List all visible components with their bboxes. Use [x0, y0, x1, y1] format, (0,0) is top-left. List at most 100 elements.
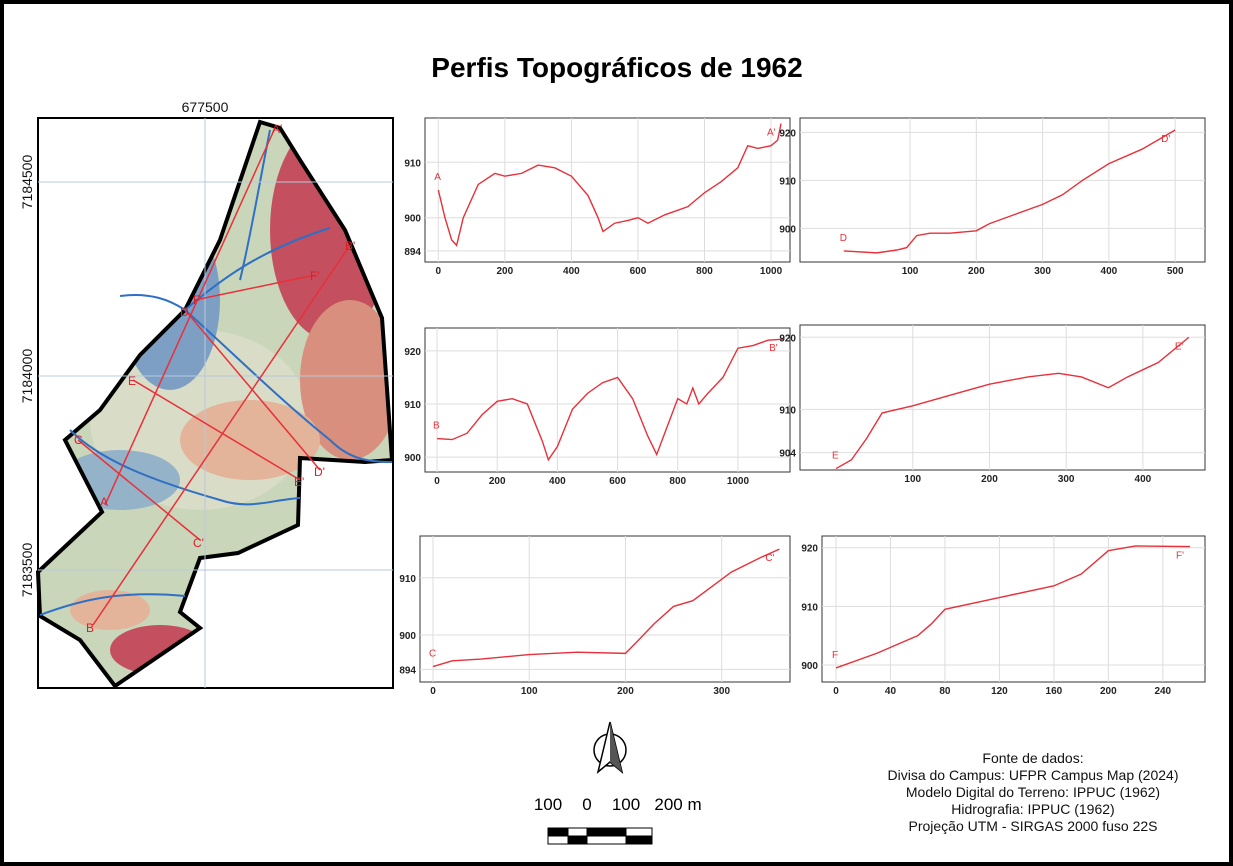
- map-label: E: [128, 374, 136, 388]
- title: Perfis Topográficos de 1962: [431, 52, 802, 83]
- x-tick-label: 100: [904, 474, 921, 485]
- profile-line: [835, 336, 1190, 470]
- annotation: F: [832, 650, 838, 661]
- annotation: E': [1175, 341, 1184, 352]
- chart-frame: [419, 535, 791, 683]
- chart-frame: [424, 327, 791, 473]
- chart-frame: [424, 117, 791, 263]
- x-tick-label: 300: [713, 686, 730, 697]
- source-line: Divisa do Campus: UFPR Campus Map (2024): [888, 767, 1179, 783]
- x-tick-label: 400: [1135, 474, 1152, 485]
- source-line: Fonte de dados:: [982, 750, 1083, 766]
- x-tick-label: 80: [939, 686, 951, 697]
- scale-label: 100: [612, 795, 640, 814]
- profile-lines: [77, 127, 351, 626]
- profile-line: [835, 545, 1191, 669]
- map-label: B': [345, 239, 355, 253]
- y-tick-label: 910: [779, 405, 796, 416]
- x-tick-label: 40: [885, 686, 897, 697]
- profile-line: [437, 123, 782, 247]
- y-tick-label: 920: [779, 128, 796, 139]
- map-label: F: [193, 293, 200, 307]
- y-tick-label: 910: [404, 400, 421, 411]
- map-label: F': [310, 269, 320, 283]
- source-line: Projeção UTM - SIRGAS 2000 fuso 22S: [909, 818, 1158, 834]
- x-tick-label: 160: [1046, 686, 1063, 697]
- y-tick-label: 910: [779, 176, 796, 187]
- x-tick-label: 800: [696, 266, 713, 277]
- map-label: E': [294, 475, 304, 489]
- map-label: D': [314, 465, 325, 479]
- scale-bar: [547, 827, 653, 845]
- y-tick-label: 904: [779, 449, 796, 460]
- y-tick-label: 920: [801, 544, 818, 555]
- annotation: A: [434, 172, 441, 183]
- chart-frame: [799, 324, 1206, 471]
- profile-line: [432, 548, 780, 668]
- x-tick-label: 600: [630, 266, 647, 277]
- x-tick-label: 600: [609, 476, 626, 487]
- y-tick-label: 910: [404, 158, 421, 169]
- x-tick-label: 240: [1154, 686, 1171, 697]
- annotation: D: [840, 233, 847, 244]
- north-arrow: [593, 721, 627, 775]
- x-tick-label: 100: [521, 686, 538, 697]
- y-tick-label: 910: [399, 574, 416, 585]
- annotation: C': [765, 553, 774, 564]
- annotation: A': [767, 128, 776, 139]
- map-grid: [38, 118, 393, 688]
- x-tick-label: 120: [991, 686, 1008, 697]
- annotation: C: [429, 649, 436, 660]
- map-label: C': [193, 536, 204, 550]
- x-tick-label: 200: [617, 686, 634, 697]
- chart-frame: [821, 535, 1206, 683]
- x-tick-label: 200: [1100, 686, 1117, 697]
- y-tick-label: 900: [404, 453, 421, 464]
- x-tick-label: 200: [497, 266, 514, 277]
- x-tick-label: 200: [968, 266, 985, 277]
- scale-label: 0: [582, 795, 591, 814]
- y-tick-label: 894: [404, 247, 421, 258]
- y-tick-label: 894: [399, 665, 416, 676]
- coord-label: 7183500: [19, 543, 35, 598]
- y-tick-label: 900: [404, 214, 421, 225]
- source-line: Hidrografia: IPPUC (1962): [951, 801, 1114, 817]
- x-tick-label: 1000: [760, 266, 783, 277]
- y-tick-label: 900: [779, 224, 796, 235]
- map-label: C: [74, 433, 83, 447]
- coord-label: 7184500: [19, 155, 35, 210]
- annotation: F': [1176, 551, 1184, 562]
- x-tick-label: 0: [833, 686, 839, 697]
- source-line: Modelo Digital do Terreno: IPPUC (1962): [906, 784, 1160, 800]
- annotation: B: [433, 421, 440, 432]
- map: A A' B B' C C' D D' E E' F F' 677500 718…: [19, 99, 395, 689]
- map-label: D: [180, 305, 189, 319]
- x-tick-label: 100: [902, 266, 919, 277]
- x-tick-label: 500: [1167, 266, 1184, 277]
- y-tick-label: 900: [801, 661, 818, 672]
- x-tick-label: 400: [1101, 266, 1118, 277]
- x-tick-label: 800: [669, 476, 686, 487]
- coord-label: 7184000: [19, 349, 35, 404]
- x-tick-label: 400: [549, 476, 566, 487]
- scale-label: 200 m: [654, 795, 701, 814]
- x-tick-label: 200: [489, 476, 506, 487]
- x-tick-label: 0: [430, 686, 436, 697]
- annotation: D': [1161, 134, 1170, 145]
- y-tick-label: 920: [404, 347, 421, 358]
- x-tick-label: 0: [434, 476, 440, 487]
- x-tick-label: 0: [436, 266, 442, 277]
- x-tick-label: 1000: [727, 476, 750, 487]
- map-label: A: [100, 495, 108, 509]
- y-tick-label: 900: [399, 631, 416, 642]
- x-tick-label: 200: [981, 474, 998, 485]
- y-tick-label: 910: [801, 602, 818, 613]
- profile-line: [843, 129, 1176, 254]
- annotation: E: [832, 451, 839, 462]
- profile-line: [436, 338, 784, 462]
- map-label: B: [86, 621, 94, 635]
- coord-label: 677500: [182, 99, 229, 115]
- scale-label: 100: [534, 795, 562, 814]
- chart-frame: [799, 117, 1206, 263]
